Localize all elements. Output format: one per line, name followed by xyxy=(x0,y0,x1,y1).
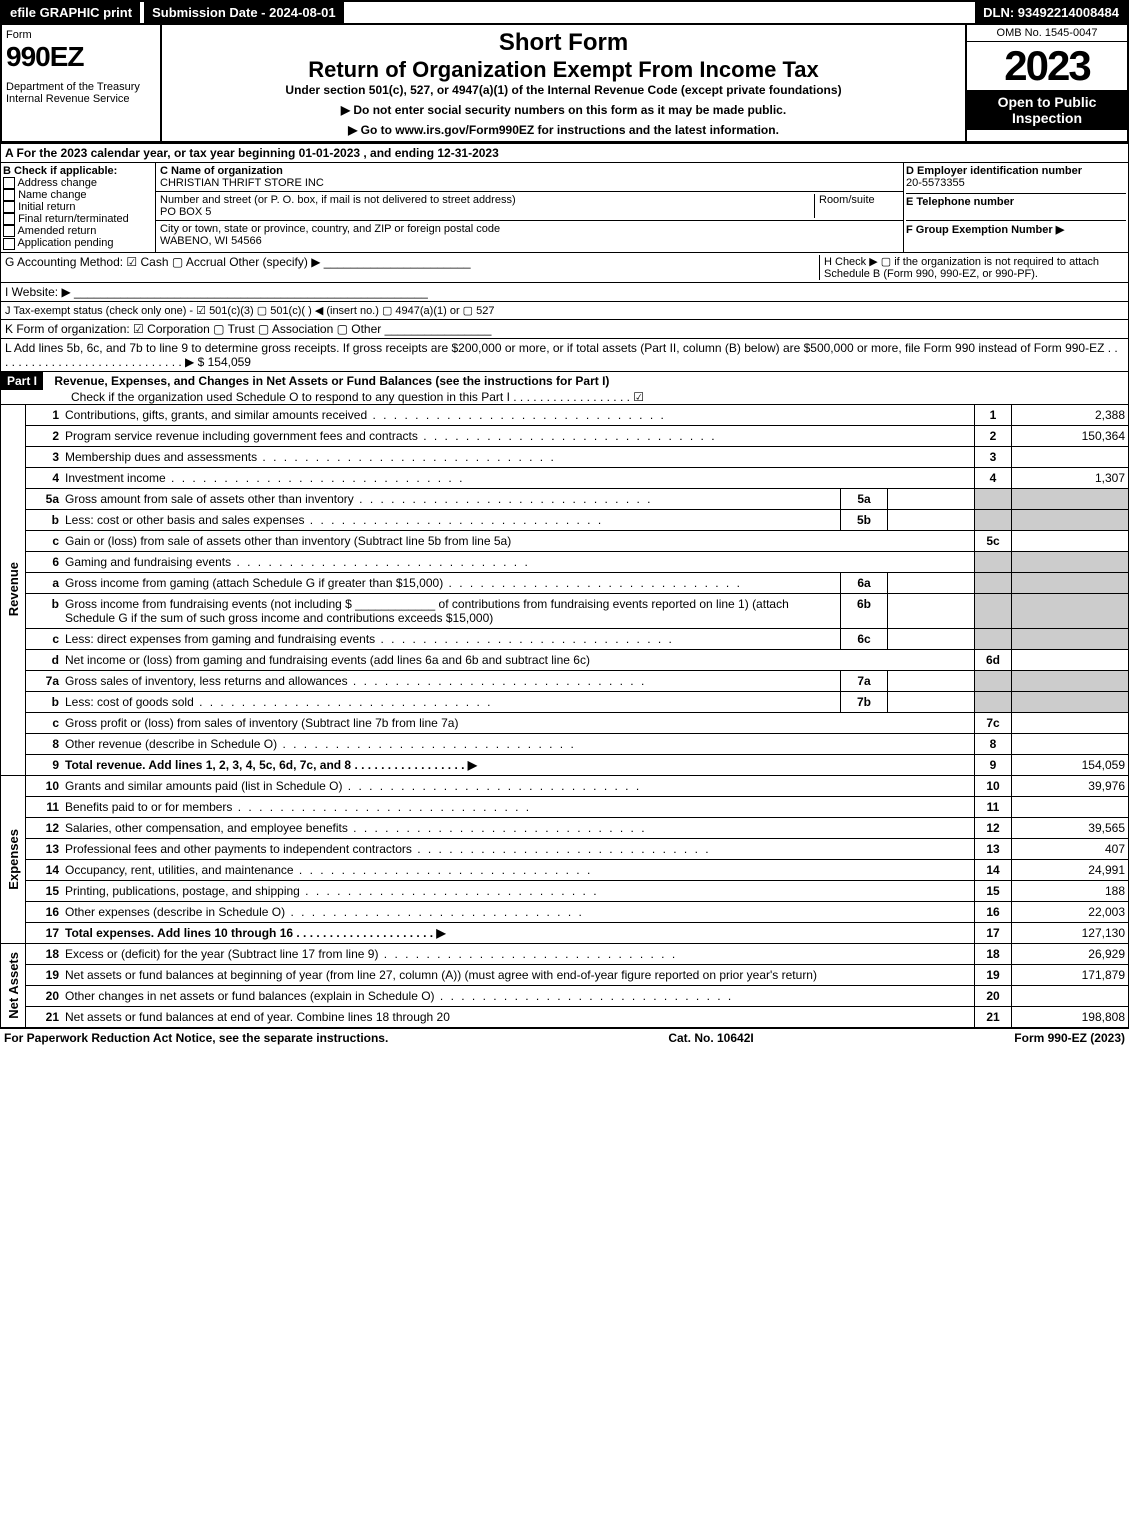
netassets-side-label: Net Assets xyxy=(6,948,21,1023)
chk-final-return[interactable]: Final return/terminated xyxy=(18,213,129,225)
public-inspection: Open to Public Inspection xyxy=(967,90,1127,130)
line-k-form-org: K Form of organization: ☑ Corporation ▢ … xyxy=(0,320,1129,339)
line-row: cGross profit or (loss) from sales of in… xyxy=(25,713,1129,734)
form-990ez: efile GRAPHIC print Submission Date - 20… xyxy=(0,0,1129,1047)
ssn-warning: ▶ Do not enter social security numbers o… xyxy=(166,103,961,117)
efile-print[interactable]: efile GRAPHIC print xyxy=(2,2,140,23)
line-l-gross-receipts: L Add lines 5b, 6c, and 7b to line 9 to … xyxy=(0,339,1129,372)
omb-number: OMB No. 1545-0047 xyxy=(967,25,1127,42)
header: Form 990EZ Department of the Treasury In… xyxy=(0,25,1129,143)
org-name: CHRISTIAN THRIFT STORE INC xyxy=(160,177,324,189)
tax-year: 2023 xyxy=(967,42,1127,90)
line-row: 11Benefits paid to or for members11 xyxy=(25,797,1129,818)
chk-initial-return[interactable]: Initial return xyxy=(18,201,75,213)
line-j-tax-exempt: J Tax-exempt status (check only one) - ☑… xyxy=(0,302,1129,320)
line-row: 7aGross sales of inventory, less returns… xyxy=(25,671,1129,692)
line-row: 20Other changes in net assets or fund ba… xyxy=(25,986,1129,1007)
line-row: 9Total revenue. Add lines 1, 2, 3, 4, 5c… xyxy=(25,755,1129,776)
ein-label: D Employer identification number xyxy=(906,165,1082,177)
line-row: 10Grants and similar amounts paid (list … xyxy=(25,776,1129,797)
line-row: 1Contributions, gifts, grants, and simil… xyxy=(25,405,1129,426)
paperwork-notice: For Paperwork Reduction Act Notice, see … xyxy=(4,1031,388,1045)
line-row: 12Salaries, other compensation, and empl… xyxy=(25,818,1129,839)
dln: DLN: 93492214008484 xyxy=(975,2,1127,23)
room-suite-label: Room/suite xyxy=(814,194,899,218)
line-row: 18Excess or (deficit) for the year (Subt… xyxy=(25,944,1129,965)
submission-date: Submission Date - 2024-08-01 xyxy=(144,2,344,23)
expenses-side-label: Expenses xyxy=(6,825,21,894)
col-b-label: B Check if applicable: xyxy=(3,165,117,177)
footer: For Paperwork Reduction Act Notice, see … xyxy=(0,1028,1129,1047)
form-number: 990EZ xyxy=(6,41,156,73)
group-exemption-label: F Group Exemption Number ▶ xyxy=(906,224,1064,236)
part-i-header: Part I xyxy=(1,372,43,390)
line-row: aGross income from gaming (attach Schedu… xyxy=(25,573,1129,594)
city-label: City or town, state or province, country… xyxy=(160,223,500,235)
line-i-website: I Website: ▶ ___________________________… xyxy=(0,283,1129,302)
chk-address-change[interactable]: Address change xyxy=(17,177,97,189)
section-a-tax-year: A For the 2023 calendar year, or tax yea… xyxy=(0,143,1129,163)
short-form-title: Short Form xyxy=(166,29,961,57)
chk-application-pending[interactable]: Application pending xyxy=(17,237,113,249)
part-i-check: Check if the organization used Schedule … xyxy=(1,390,1128,404)
department: Department of the Treasury Internal Reve… xyxy=(6,81,156,105)
city-state-zip: WABENO, WI 54566 xyxy=(160,235,262,247)
line-row: 21Net assets or fund balances at end of … xyxy=(25,1007,1129,1028)
line-row: 5aGross amount from sale of assets other… xyxy=(25,489,1129,510)
line-row: 17Total expenses. Add lines 10 through 1… xyxy=(25,923,1129,944)
line-row: 6Gaming and fundraising events xyxy=(25,552,1129,573)
part-i-title: Revenue, Expenses, and Changes in Net As… xyxy=(54,374,609,388)
line-row: 14Occupancy, rent, utilities, and mainte… xyxy=(25,860,1129,881)
line-row: cGain or (loss) from sale of assets othe… xyxy=(25,531,1129,552)
address: PO BOX 5 xyxy=(160,206,211,218)
line-row: 13Professional fees and other payments t… xyxy=(25,839,1129,860)
line-row: 15Printing, publications, postage, and s… xyxy=(25,881,1129,902)
ein-value: 20-5573355 xyxy=(906,177,965,189)
form-id-footer: Form 990-EZ (2023) xyxy=(1014,1031,1125,1045)
form-subtitle: Under section 501(c), 527, or 4947(a)(1)… xyxy=(166,83,961,97)
chk-amended[interactable]: Amended return xyxy=(17,225,96,237)
line-g-accounting: G Accounting Method: ☑ Cash ▢ Accrual Ot… xyxy=(5,255,819,280)
catalog-number: Cat. No. 10642I xyxy=(668,1031,753,1045)
line-row: cLess: direct expenses from gaming and f… xyxy=(25,629,1129,650)
line-row: 2Program service revenue including gover… xyxy=(25,426,1129,447)
line-row: bLess: cost or other basis and sales exp… xyxy=(25,510,1129,531)
line-row: 19Net assets or fund balances at beginni… xyxy=(25,965,1129,986)
phone-label: E Telephone number xyxy=(906,196,1014,208)
line-row: dNet income or (loss) from gaming and fu… xyxy=(25,650,1129,671)
form-label: Form xyxy=(6,29,156,41)
form-title: Return of Organization Exempt From Incom… xyxy=(166,57,961,83)
line-row: 16Other expenses (describe in Schedule O… xyxy=(25,902,1129,923)
addr-label: Number and street (or P. O. box, if mail… xyxy=(160,194,516,206)
org-name-label: C Name of organization xyxy=(160,165,283,177)
instructions-link[interactable]: ▶ Go to www.irs.gov/Form990EZ for instru… xyxy=(166,123,961,137)
info-block: B Check if applicable: Address change Na… xyxy=(0,163,1129,252)
chk-name-change[interactable]: Name change xyxy=(18,189,87,201)
line-row: 8Other revenue (describe in Schedule O)8 xyxy=(25,734,1129,755)
revenue-side-label: Revenue xyxy=(6,558,21,620)
line-row: bGross income from fundraising events (n… xyxy=(25,594,1129,629)
line-row: 3Membership dues and assessments3 xyxy=(25,447,1129,468)
line-row: bLess: cost of goods sold7b xyxy=(25,692,1129,713)
topbar: efile GRAPHIC print Submission Date - 20… xyxy=(0,0,1129,25)
line-h-schedule-b: H Check ▶ ▢ if the organization is not r… xyxy=(819,255,1124,280)
line-row: 4Investment income41,307 xyxy=(25,468,1129,489)
